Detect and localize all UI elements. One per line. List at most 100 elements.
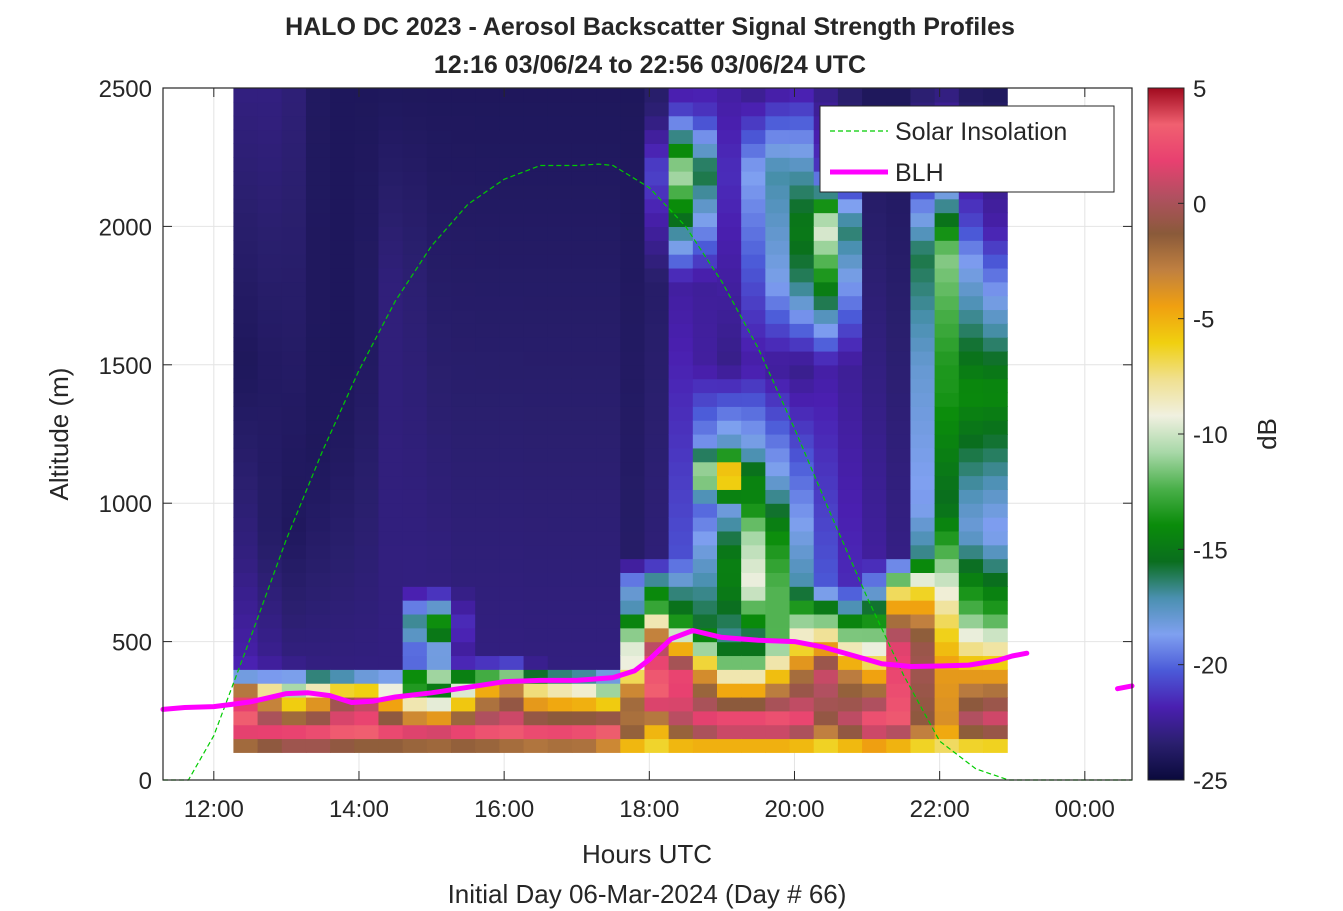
heatmap-cell [934, 323, 960, 338]
heatmap-cell [281, 198, 307, 214]
heatmap-cell [426, 171, 452, 186]
heatmap-cell [499, 503, 525, 518]
heatmap-cell [644, 503, 670, 518]
heatmap-cell [910, 696, 936, 712]
colorbar-tick-label: 0 [1193, 191, 1206, 218]
heatmap-cell [596, 503, 621, 518]
heatmap-cell [233, 461, 259, 477]
heatmap-cell [257, 171, 283, 186]
heatmap-cell [596, 683, 621, 698]
heatmap-cell [378, 475, 404, 490]
heatmap-cell [789, 558, 815, 573]
heatmap-cell [717, 115, 742, 131]
y-tick-label: 1000 [99, 491, 152, 518]
heatmap-cell [837, 309, 863, 324]
heatmap-cell [305, 198, 331, 214]
heatmap-cell [692, 267, 718, 283]
heatmap-cell [499, 641, 525, 657]
heatmap-cell [257, 198, 283, 214]
heatmap-cell [982, 738, 1008, 753]
heatmap-cell [789, 434, 815, 449]
heatmap-cell [692, 129, 718, 144]
heatmap-cell [451, 558, 476, 573]
heatmap-cell [886, 600, 912, 615]
heatmap-cell [547, 171, 573, 186]
heatmap-cell [402, 669, 428, 684]
x-tick-label: 16:00 [474, 796, 534, 823]
heatmap-cell [813, 295, 839, 311]
heatmap-cell [717, 143, 742, 158]
heatmap-cell [717, 88, 742, 103]
heatmap-cell [958, 613, 984, 629]
heatmap-cell [451, 157, 476, 172]
heatmap-cell [281, 212, 307, 227]
heatmap-cell [354, 558, 380, 573]
heatmap-cell [886, 212, 912, 227]
heatmap-cell [741, 420, 766, 435]
heatmap-cell [765, 350, 791, 366]
heatmap-cell [426, 600, 452, 615]
heatmap-cell [813, 613, 839, 629]
heatmap-cell [837, 420, 863, 435]
heatmap-cell [862, 309, 887, 324]
heatmap-cell [596, 129, 621, 144]
heatmap-cell [886, 544, 912, 560]
heatmap-cell [330, 572, 355, 587]
heatmap-cell [620, 503, 646, 518]
heatmap-cell [451, 572, 476, 587]
heatmap-cell [547, 392, 573, 407]
heatmap-cell [741, 378, 766, 394]
heatmap-cell [958, 489, 984, 504]
heatmap-cell [523, 724, 549, 740]
heatmap-cell [330, 434, 355, 449]
heatmap-cell [813, 378, 839, 394]
heatmap-cell [378, 710, 404, 726]
heatmap-cell [257, 434, 283, 449]
heatmap-cell [354, 171, 380, 186]
heatmap-cell [402, 503, 428, 518]
heatmap-cell [982, 240, 1008, 255]
heatmap-cell [910, 254, 936, 269]
heatmap-cell [934, 267, 960, 283]
heatmap-cell [813, 627, 839, 643]
heatmap-cell [499, 544, 525, 560]
heatmap-cell [354, 600, 380, 615]
heatmap-cell [765, 364, 791, 380]
heatmap-cell [765, 434, 791, 449]
heatmap-cell [451, 350, 476, 366]
heatmap-cell [547, 378, 573, 394]
heatmap-cell [547, 226, 573, 241]
heatmap-cell [547, 240, 573, 255]
x-tick-label: 22:00 [910, 796, 970, 823]
heatmap-cell [668, 517, 694, 532]
heatmap-cell [426, 724, 452, 740]
heatmap-cell [668, 683, 694, 698]
heatmap-cell [571, 447, 597, 463]
heatmap-cell [571, 434, 597, 449]
heatmap-cell [257, 600, 283, 615]
heatmap-cell [644, 544, 670, 560]
heatmap-cell [475, 655, 500, 670]
heatmap-cell [862, 226, 887, 241]
heatmap-cell [547, 281, 573, 297]
heatmap-cell [862, 530, 887, 546]
heatmap-cell [354, 115, 380, 131]
heatmap-cell [668, 558, 694, 573]
heatmap-cell [644, 295, 670, 311]
heatmap-cell [620, 309, 646, 324]
heatmap-cell [741, 129, 766, 144]
heatmap-cell [281, 655, 307, 670]
heatmap-cell [451, 627, 476, 643]
heatmap-cell [837, 669, 863, 684]
heatmap-cell [451, 586, 476, 601]
x-tick-label: 14:00 [329, 796, 389, 823]
heatmap-cell [475, 517, 500, 532]
heatmap-cell [523, 101, 549, 117]
heatmap-cell [668, 171, 694, 186]
heatmap-cell [571, 738, 597, 753]
heatmap-cell [426, 530, 452, 546]
colorbar-tick-label: -15 [1193, 537, 1228, 564]
heatmap-cell [426, 503, 452, 518]
heatmap-cell [523, 212, 549, 227]
heatmap-cell [305, 309, 331, 324]
